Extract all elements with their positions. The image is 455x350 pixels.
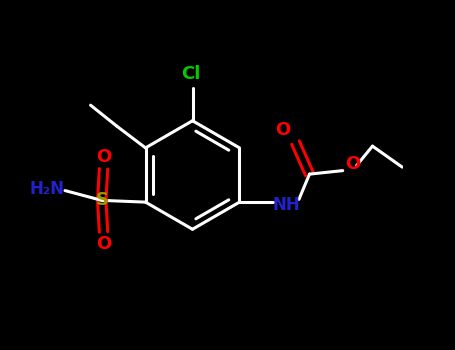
Text: O: O bbox=[346, 155, 361, 173]
Text: Cl: Cl bbox=[181, 65, 201, 83]
Text: O: O bbox=[96, 235, 111, 253]
Text: O: O bbox=[96, 148, 111, 166]
Text: NH: NH bbox=[272, 196, 300, 214]
Text: S: S bbox=[95, 191, 108, 209]
Text: H₂N: H₂N bbox=[29, 180, 64, 198]
Text: O: O bbox=[276, 121, 291, 139]
